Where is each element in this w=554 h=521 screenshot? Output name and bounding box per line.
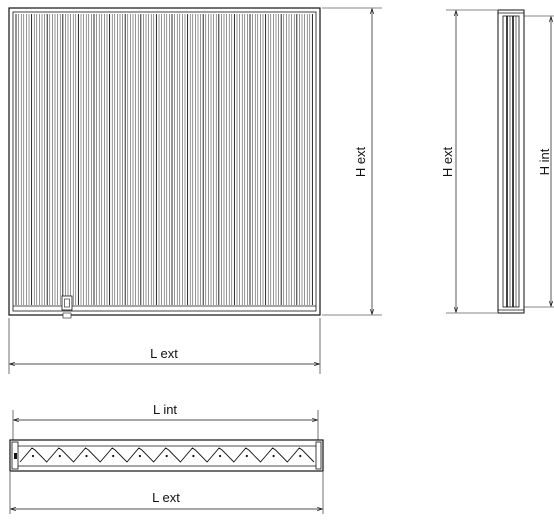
blade-pivot xyxy=(112,454,115,458)
blade-pivot xyxy=(192,454,195,458)
blade-pivot xyxy=(219,454,222,458)
top-outer-width-label: L ext xyxy=(152,490,180,505)
front-view: L ext H ext xyxy=(8,7,382,374)
side-height-label: H ext xyxy=(440,146,455,177)
blade-pivot xyxy=(58,454,61,458)
blade-pivot xyxy=(272,454,275,458)
section-left-end-cap xyxy=(11,441,19,470)
blade-pivot xyxy=(165,454,168,458)
top-inner-width-label: L int xyxy=(153,402,177,417)
section-outer-body xyxy=(9,439,324,472)
front-height-label: H ext xyxy=(353,146,368,177)
front-outer-frame xyxy=(8,7,321,316)
blade-pivot xyxy=(138,454,141,458)
front-slats xyxy=(15,14,313,305)
blade-pivots xyxy=(31,454,302,458)
side-inner-profile xyxy=(502,15,520,308)
front-width-label: L ext xyxy=(150,346,178,361)
blade-pivot xyxy=(85,454,88,458)
latch-icon xyxy=(61,295,73,319)
top-view: L int L ext xyxy=(9,402,324,514)
side-outer-profile xyxy=(497,9,525,314)
blade-profile xyxy=(19,447,315,463)
blade-pivot xyxy=(245,454,248,458)
blade-pivot xyxy=(299,454,302,458)
side-inner-height-label: H int xyxy=(537,148,552,175)
side-view: H ext H int xyxy=(440,9,554,314)
section-right-end-cap xyxy=(315,441,322,470)
front-inner-frame xyxy=(12,11,317,312)
blade-pivot xyxy=(31,454,35,458)
